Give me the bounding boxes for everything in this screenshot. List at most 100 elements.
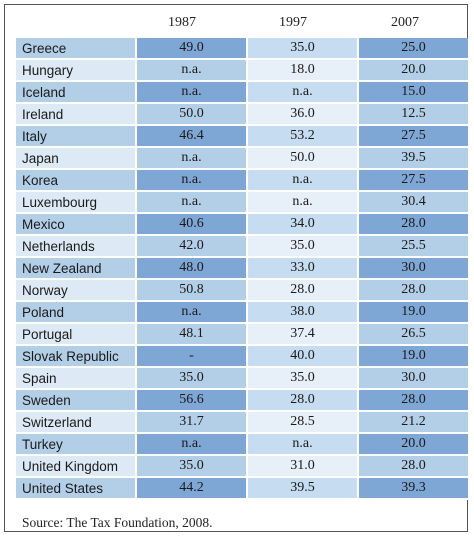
value-cell-1997: 18.0 [246,59,358,82]
table-row: Netherlands 42.0 35.0 25.5 [16,235,468,258]
column-header-2007: 2007 [391,15,419,30]
country-cell: Netherlands [16,235,136,258]
value-cell-2007: 28.0 [357,455,468,478]
value-cell-1987: 49.0 [135,38,247,60]
country-cell: Switzerland [16,411,136,434]
value-cell-1987: 50.0 [135,103,247,126]
value-cell-2007: 39.3 [357,477,468,500]
country-cell: Sweden [16,389,136,412]
table-row: Iceland n.a. n.a. 15.0 [16,81,468,104]
value-cell-1987: 40.6 [135,213,247,236]
value-cell-2007: 25.5 [357,235,468,258]
country-cell: Turkey [16,433,136,456]
table-frame: 1987 1997 2007 Greece 49.0 35.0 25.0 Hungary… [4,4,468,532]
value-cell-1987: n.a. [135,147,247,170]
country-cell: Poland [16,301,136,324]
value-cell-1987: 44.2 [135,477,247,500]
value-cell-1997: 28.5 [246,411,358,434]
value-cell-1997: 36.0 [246,103,358,126]
table-row: United Kingdom 35.0 31.0 28.0 [16,455,468,478]
value-cell-1997: 34.0 [246,213,358,236]
value-cell-1987: 42.0 [135,235,247,258]
value-cell-1997: 35.0 [246,235,358,258]
value-cell-2007: 19.0 [357,345,468,368]
value-cell-2007: 26.5 [357,323,468,346]
table-row: Korea n.a. n.a. 27.5 [16,169,468,192]
country-cell: Greece [16,38,136,60]
table-row: Norway 50.8 28.0 28.0 [16,279,468,302]
value-cell-1987: 56.6 [135,389,247,412]
country-cell: Ireland [16,103,136,126]
country-cell: Portugal [16,323,136,346]
country-cell: Iceland [16,81,136,104]
value-cell-1987: - [135,345,247,368]
value-cell-1997: n.a. [246,433,358,456]
country-cell: Korea [16,169,136,192]
value-cell-2007: 39.5 [357,147,468,170]
value-cell-1997: n.a. [246,169,358,192]
country-cell: Mexico [16,213,136,236]
value-cell-2007: 15.0 [357,81,468,104]
value-cell-1987: 48.1 [135,323,247,346]
country-cell: Japan [16,147,136,170]
column-header-1987: 1987 [168,15,196,30]
value-cell-1987: n.a. [135,81,247,104]
country-cell: Luxembourg [16,191,136,214]
column-header-1997: 1997 [279,15,307,30]
value-cell-1987: 50.8 [135,279,247,302]
value-cell-2007: 27.5 [357,125,468,148]
value-cell-1987: 35.0 [135,367,247,390]
value-cell-1987: 35.0 [135,455,247,478]
value-cell-1997: 40.0 [246,345,358,368]
value-cell-1987: 31.7 [135,411,247,434]
value-cell-2007: 27.5 [357,169,468,192]
value-cell-1997: 37.4 [246,323,358,346]
table-row: Portugal 48.1 37.4 26.5 [16,323,468,346]
value-cell-1997: 31.0 [246,455,358,478]
value-cell-2007: 12.5 [357,103,468,126]
value-cell-2007: 20.0 [357,433,468,456]
table-row: Slovak Republic -40.0 19.0 [16,345,468,368]
value-cell-2007: 21.2 [357,411,468,434]
column-header-row: 1987 1997 2007 [5,15,467,35]
value-cell-2007: 28.0 [357,389,468,412]
value-cell-2007: 19.0 [357,301,468,324]
value-cell-1987: n.a. [135,433,247,456]
value-cell-2007: 25.0 [357,38,468,60]
value-cell-2007: 28.0 [357,279,468,302]
value-cell-1987: n.a. [135,59,247,82]
country-cell: United States [16,477,136,500]
value-cell-1997: 38.0 [246,301,358,324]
value-cell-1997: 53.2 [246,125,358,148]
value-cell-1997: n.a. [246,191,358,214]
table-row: Sweden 56.6 28.0 28.0 [16,389,468,412]
country-cell: New Zealand [16,257,136,280]
value-cell-2007: 30.0 [357,257,468,280]
country-cell: Spain [16,367,136,390]
table-row: Ireland 50.0 36.0 12.5 [16,103,468,126]
value-cell-1987: 48.0 [135,257,247,280]
table-row: Switzerland 31.7 28.5 21.2 [16,411,468,434]
table-row: Poland n.a. 38.0 19.0 [16,301,468,324]
value-cell-1997: 28.0 [246,279,358,302]
value-cell-1997: 50.0 [246,147,358,170]
table-row: New Zealand 48.0 33.0 30.0 [16,257,468,280]
table-row: Japan n.a. 50.0 39.5 [16,147,468,170]
table-row: Luxembourg n.a. n.a. 30.4 [16,191,468,214]
table-row: United States 44.2 39.5 39.3 [16,477,468,500]
value-cell-2007: 28.0 [357,213,468,236]
value-cell-1997: 35.0 [246,38,358,60]
table-row: Turkey n.a. n.a. 20.0 [16,433,468,456]
country-cell: Italy [16,125,136,148]
value-cell-1997: 35.0 [246,367,358,390]
value-cell-2007: 20.0 [357,59,468,82]
tax-rate-table: Greece 49.0 35.0 25.0 Hungary n.a. 18.0 20.0 Ice… [16,38,468,500]
value-cell-1987: 46.4 [135,125,247,148]
value-cell-1997: 33.0 [246,257,358,280]
value-cell-1997: 28.0 [246,389,358,412]
table-row: Spain 35.0 35.0 30.0 [16,367,468,390]
value-cell-1987: n.a. [135,169,247,192]
value-cell-1987: n.a. [135,301,247,324]
table-row: Italy 46.4 53.2 27.5 [16,125,468,148]
source-note: Source: The Tax Foundation, 2008. [22,515,213,530]
